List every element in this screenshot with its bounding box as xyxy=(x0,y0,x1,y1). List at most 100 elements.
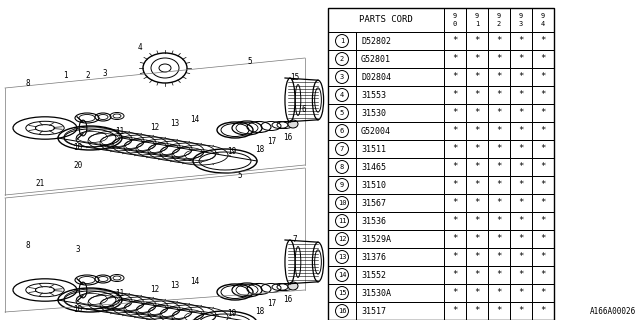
Text: *: * xyxy=(518,289,524,298)
Text: *: * xyxy=(452,180,458,189)
Text: 10: 10 xyxy=(74,143,83,153)
Text: 11: 11 xyxy=(115,289,125,298)
Bar xyxy=(466,176,488,194)
Text: 9
1: 9 1 xyxy=(475,13,479,27)
Bar xyxy=(356,266,444,284)
Text: *: * xyxy=(540,126,546,135)
Text: 5: 5 xyxy=(248,58,252,67)
Ellipse shape xyxy=(288,282,298,290)
Bar xyxy=(532,50,554,68)
Text: G52004: G52004 xyxy=(361,126,391,135)
Text: 5: 5 xyxy=(340,110,344,116)
Text: *: * xyxy=(452,108,458,117)
Text: *: * xyxy=(518,108,524,117)
Text: 6: 6 xyxy=(301,106,307,115)
Bar xyxy=(532,230,554,248)
Bar xyxy=(328,32,356,50)
Text: 9
4: 9 4 xyxy=(541,13,545,27)
Text: *: * xyxy=(452,91,458,100)
Bar xyxy=(328,140,356,158)
Text: *: * xyxy=(518,126,524,135)
Bar xyxy=(466,266,488,284)
Text: *: * xyxy=(496,289,502,298)
Text: 13: 13 xyxy=(170,282,180,291)
Text: 6: 6 xyxy=(340,128,344,134)
Text: *: * xyxy=(496,36,502,45)
Text: *: * xyxy=(452,252,458,261)
Text: *: * xyxy=(452,163,458,172)
Bar xyxy=(356,140,444,158)
Text: 17: 17 xyxy=(268,138,276,147)
Text: 16: 16 xyxy=(338,308,346,314)
Text: *: * xyxy=(496,73,502,82)
Text: 17: 17 xyxy=(268,300,276,308)
Text: *: * xyxy=(540,289,546,298)
Text: *: * xyxy=(452,235,458,244)
Bar xyxy=(488,284,510,302)
Bar xyxy=(510,266,532,284)
Bar xyxy=(444,140,466,158)
Text: *: * xyxy=(540,73,546,82)
Bar xyxy=(510,104,532,122)
Bar xyxy=(444,284,466,302)
Bar xyxy=(444,176,466,194)
Text: D52802: D52802 xyxy=(361,36,391,45)
Bar xyxy=(444,68,466,86)
Text: 1: 1 xyxy=(63,70,67,79)
Bar xyxy=(328,212,356,230)
Text: *: * xyxy=(496,198,502,207)
Text: *: * xyxy=(518,235,524,244)
Text: *: * xyxy=(474,307,480,316)
Text: *: * xyxy=(474,217,480,226)
Bar xyxy=(532,158,554,176)
Text: *: * xyxy=(540,108,546,117)
Bar xyxy=(356,86,444,104)
Bar xyxy=(356,194,444,212)
Text: 31465: 31465 xyxy=(361,163,386,172)
Bar xyxy=(510,158,532,176)
Text: *: * xyxy=(540,217,546,226)
Text: 4: 4 xyxy=(340,92,344,98)
Bar xyxy=(510,68,532,86)
Text: 10: 10 xyxy=(338,200,346,206)
Text: *: * xyxy=(540,145,546,154)
Bar xyxy=(466,122,488,140)
Bar xyxy=(510,8,532,32)
Text: 31530: 31530 xyxy=(361,108,386,117)
Text: *: * xyxy=(474,91,480,100)
Bar xyxy=(328,302,356,320)
Bar xyxy=(356,122,444,140)
Bar xyxy=(444,104,466,122)
Text: 12: 12 xyxy=(150,123,159,132)
Text: *: * xyxy=(540,235,546,244)
Bar xyxy=(356,248,444,266)
Bar xyxy=(328,176,356,194)
Text: 7: 7 xyxy=(292,236,298,244)
Bar xyxy=(356,176,444,194)
Text: 14: 14 xyxy=(190,277,200,286)
Bar xyxy=(466,302,488,320)
Text: *: * xyxy=(540,270,546,279)
Bar xyxy=(532,86,554,104)
Bar xyxy=(466,104,488,122)
Text: 13: 13 xyxy=(170,119,180,129)
Text: 10: 10 xyxy=(74,306,83,315)
Text: *: * xyxy=(452,217,458,226)
Text: 8: 8 xyxy=(26,78,30,87)
Text: *: * xyxy=(452,145,458,154)
Bar xyxy=(466,50,488,68)
Bar xyxy=(466,158,488,176)
Bar xyxy=(488,176,510,194)
Bar xyxy=(488,248,510,266)
Text: *: * xyxy=(496,307,502,316)
Bar xyxy=(444,8,466,32)
Bar xyxy=(488,50,510,68)
Bar xyxy=(444,302,466,320)
Text: 14: 14 xyxy=(338,272,346,278)
Bar xyxy=(488,194,510,212)
Text: 5: 5 xyxy=(237,171,243,180)
Text: 7: 7 xyxy=(340,146,344,152)
Text: 31567: 31567 xyxy=(361,198,386,207)
Text: *: * xyxy=(518,36,524,45)
Text: *: * xyxy=(518,252,524,261)
